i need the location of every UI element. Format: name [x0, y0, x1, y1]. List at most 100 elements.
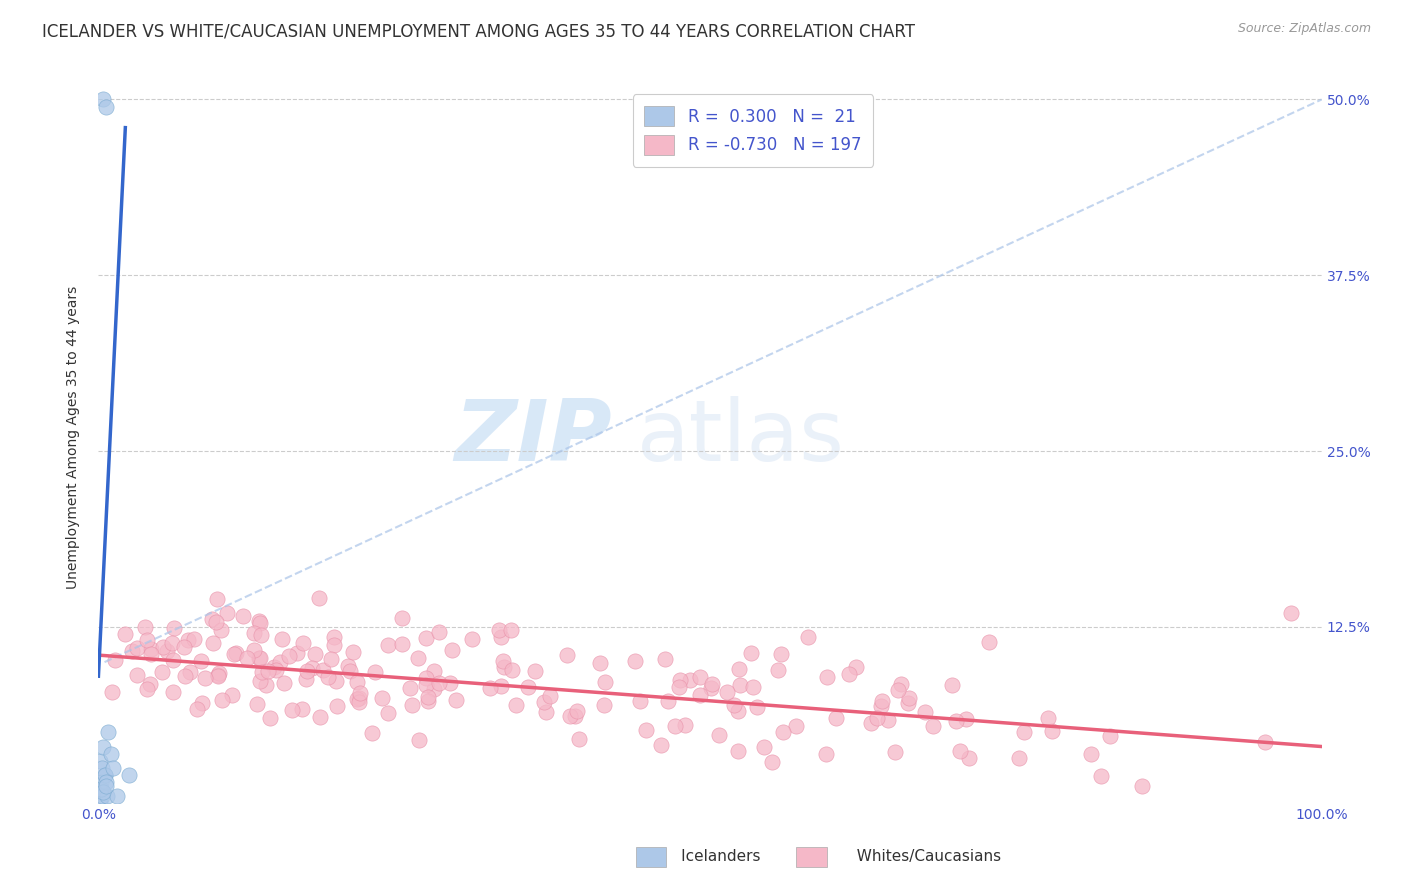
Point	[271, 632, 294, 647]
Point	[427, 676, 450, 690]
Point	[91, 789, 114, 803]
Text: atlas: atlas	[637, 395, 845, 479]
Point	[269, 655, 291, 669]
Point	[249, 651, 271, 665]
Point	[898, 691, 921, 706]
Point	[747, 700, 769, 714]
Point	[101, 761, 124, 775]
Point	[91, 784, 114, 798]
Point	[377, 638, 399, 652]
Point	[211, 693, 233, 707]
Point	[654, 652, 676, 666]
Point	[1036, 711, 1059, 725]
Point	[93, 767, 115, 781]
Point	[415, 631, 437, 645]
Point	[668, 680, 690, 694]
Point	[494, 660, 516, 674]
Point	[427, 625, 450, 640]
Point	[517, 680, 540, 694]
Point	[391, 611, 413, 625]
Point	[209, 624, 232, 638]
Point	[538, 689, 561, 703]
Point	[416, 690, 439, 705]
Point	[114, 627, 136, 641]
Point	[278, 649, 301, 664]
Point	[91, 739, 114, 754]
Point	[398, 681, 420, 696]
Point	[657, 693, 679, 707]
Point	[408, 732, 430, 747]
Point	[650, 738, 672, 752]
Point	[439, 675, 461, 690]
Point	[1279, 606, 1302, 620]
Text: Source: ZipAtlas.com: Source: ZipAtlas.com	[1237, 22, 1371, 36]
Point	[246, 697, 269, 711]
Point	[461, 632, 484, 647]
Point	[593, 675, 616, 690]
Point	[118, 767, 141, 781]
Point	[104, 653, 127, 667]
Point	[205, 592, 228, 607]
Point	[349, 690, 371, 705]
Point	[391, 637, 413, 651]
Point	[301, 661, 323, 675]
Point	[89, 754, 111, 768]
Point	[162, 636, 184, 650]
Point	[222, 647, 245, 661]
Point	[977, 635, 1000, 649]
Point	[347, 695, 370, 709]
Point	[668, 673, 690, 687]
Point	[568, 731, 591, 746]
Point	[636, 723, 658, 737]
Point	[190, 654, 212, 668]
Point	[162, 685, 184, 699]
Point	[90, 781, 112, 796]
Point	[401, 698, 423, 712]
Point	[440, 642, 463, 657]
Point	[91, 761, 114, 775]
Point	[304, 647, 326, 661]
Point	[377, 706, 399, 720]
Point	[163, 621, 186, 635]
Point	[326, 698, 349, 713]
Point	[174, 669, 197, 683]
Point	[91, 93, 114, 107]
Point	[127, 668, 149, 682]
Point	[280, 703, 302, 717]
Point	[316, 670, 339, 684]
Point	[225, 646, 247, 660]
Point	[339, 664, 361, 678]
Point	[728, 662, 751, 676]
Point	[415, 672, 437, 686]
Point	[201, 612, 224, 626]
Point	[97, 725, 120, 739]
Point	[492, 654, 515, 668]
Point	[121, 644, 143, 658]
Point	[249, 673, 271, 688]
Point	[489, 679, 512, 693]
Point	[1008, 750, 1031, 764]
Point	[243, 642, 266, 657]
Point	[322, 638, 344, 652]
Point	[162, 653, 184, 667]
Point	[700, 681, 723, 695]
Point	[742, 680, 765, 694]
Point	[499, 624, 522, 638]
Point	[183, 632, 205, 646]
Point	[232, 608, 254, 623]
Point	[179, 665, 201, 679]
Point	[949, 744, 972, 758]
Point	[886, 683, 908, 698]
Point	[312, 664, 335, 678]
Point	[173, 640, 195, 654]
Point	[89, 796, 111, 810]
Point	[201, 636, 224, 650]
Point	[415, 678, 437, 692]
Text: Icelanders: Icelanders	[647, 849, 761, 863]
Point	[536, 706, 558, 720]
Point	[1098, 729, 1121, 743]
Point	[125, 640, 148, 655]
Point	[259, 711, 281, 725]
Point	[589, 657, 612, 671]
Point	[90, 774, 112, 789]
